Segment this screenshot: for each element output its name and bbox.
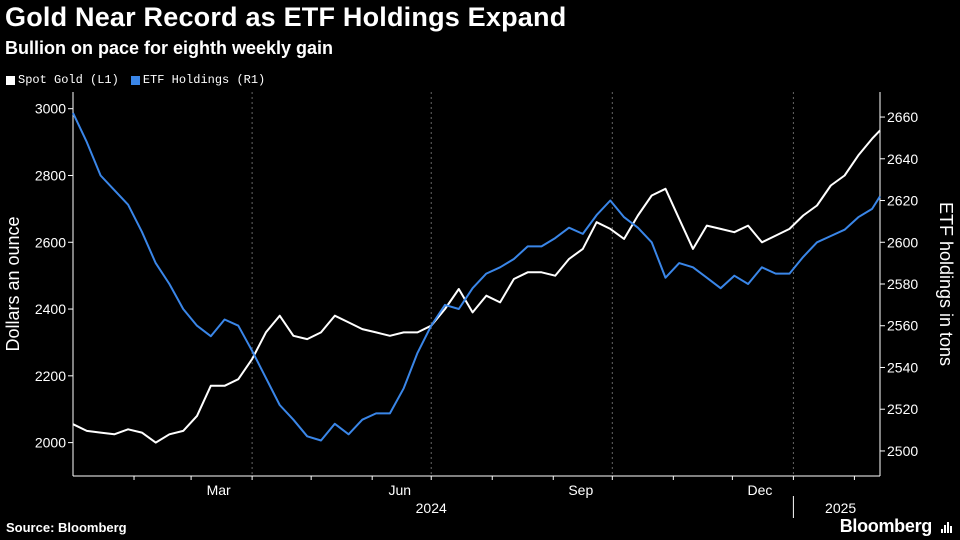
right-tick-label-2660: 2660: [887, 109, 918, 125]
chart-title: Gold Near Record as ETF Holdings Expand: [5, 2, 567, 32]
brand-logo: Bloomberg: [839, 516, 933, 536]
right-tick-label-2540: 2540: [887, 359, 918, 375]
left-tick-label-2000: 2000: [35, 435, 66, 451]
left-tick-label-2800: 2800: [35, 167, 66, 183]
right-tick-label-2600: 2600: [887, 234, 918, 250]
legend-item-spot-gold: Spot Gold (L1): [6, 73, 119, 87]
right-tick-label-2500: 2500: [887, 443, 918, 459]
left-tick-label-3000: 3000: [35, 101, 66, 117]
right-axis-title: ETF holdings in tons: [936, 202, 956, 366]
series-line-etf-holdings: [72, 112, 881, 442]
right-tick-label-2560: 2560: [887, 318, 918, 334]
x-year-label-2025: 2025: [825, 500, 856, 516]
left-tick-label-2200: 2200: [35, 368, 66, 384]
legend-item-etf-holdings: ETF Holdings (R1): [130, 73, 266, 87]
legend-label-spot-gold: Spot Gold (L1): [18, 73, 119, 87]
chart-subtitle: Bullion on pace for eighth weekly gain: [5, 38, 334, 58]
legend-label-etf-holdings: ETF Holdings (R1): [142, 73, 266, 87]
x-tick-label-mar: Mar: [207, 482, 231, 498]
x-tick-label-dec: Dec: [747, 482, 772, 498]
series-line-spot-gold: [72, 129, 881, 444]
right-tick-label-2580: 2580: [887, 276, 918, 292]
right-tick-label-2620: 2620: [887, 193, 918, 209]
left-tick-label-2600: 2600: [35, 234, 66, 250]
left-tick-label-2400: 2400: [35, 301, 66, 317]
left-axis-title: Dollars an ounce: [3, 216, 23, 351]
x-year-label-2024: 2024: [416, 500, 447, 516]
x-tick-label-sep: Sep: [568, 482, 593, 498]
bloomberg-terminal-icon: [941, 522, 952, 533]
legend-swatch-etf-holdings: [130, 75, 140, 85]
right-tick-label-2520: 2520: [887, 401, 918, 417]
x-tick-label-jun: Jun: [388, 482, 411, 498]
source-note: Source: Bloomberg: [6, 520, 127, 535]
right-tick-label-2640: 2640: [887, 151, 918, 167]
legend: Spot Gold (L1) ETF Holdings (R1): [6, 73, 265, 87]
legend-swatch-spot-gold: [6, 75, 15, 85]
